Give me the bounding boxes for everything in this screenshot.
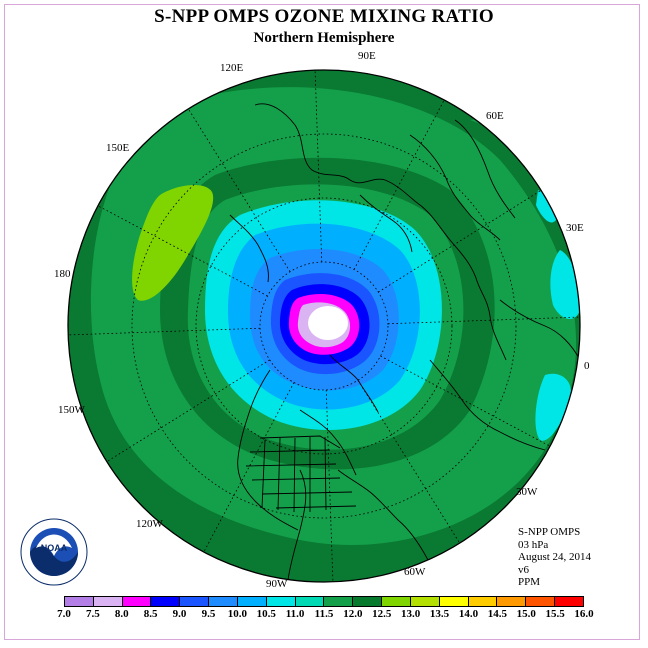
colorbar-swatch: [382, 597, 411, 606]
colorbar-swatch: [324, 597, 354, 606]
colorbar-swatch: [93, 597, 123, 606]
colorbar-tick-label: 8.5: [143, 608, 158, 620]
noaa-logo: NOAA: [20, 518, 88, 586]
info-date: August 24, 2014: [518, 551, 592, 563]
meridian-line: [188, 108, 291, 272]
map-subtitle: Northern Hemisphere: [253, 30, 395, 46]
colorbar-tick-label: 7.5: [86, 608, 100, 620]
field-teal-east-3: [535, 373, 571, 441]
map-title: S-NPP OMPS OZONE MIXING RATIO: [154, 6, 494, 27]
lon-label-120w: 120W: [136, 518, 163, 530]
colorbar-swatch: [65, 597, 94, 606]
lon-label-90w: 90W: [266, 578, 288, 590]
meridian-line: [353, 99, 445, 270]
colorbar-tick-label: 8.0: [114, 608, 129, 620]
meridian-line: [325, 389, 334, 582]
colorbar-labels: 7.0 7.5 8.0 8.5 9.0 9.5 10.0 10.5 11.0 11.5 12.0 12…: [57, 608, 594, 622]
colorbar-tick-label: 10.5: [256, 608, 276, 620]
colorbar-tick-label: 14.5: [487, 608, 507, 620]
colorbar-swatch: [497, 597, 527, 606]
colorbar-swatch: [555, 597, 583, 606]
colorbar-tick-label: 11.0: [285, 608, 305, 620]
lon-label-30w: 30W: [516, 486, 538, 498]
noaa-logo-text: NOAA: [41, 543, 68, 553]
colorbar-tick-label: 13.5: [429, 608, 450, 620]
colorbar-swatch: [180, 597, 210, 606]
meridian-line: [357, 380, 460, 544]
lon-label-60w: 60W: [404, 566, 426, 578]
info-level: 03 hPa: [518, 538, 549, 551]
colorbar-swatch: [439, 597, 469, 606]
colorbar-swatch: [295, 597, 325, 606]
lon-label-150w: 150W: [58, 404, 85, 416]
lon-label-0: 0: [584, 360, 590, 372]
field-teal-east-1: [536, 190, 557, 223]
colorbar-swatch: [209, 597, 238, 606]
colorbar-tick-label: 15.5: [545, 608, 565, 620]
info-units: PPM: [518, 576, 541, 588]
meridian-line: [387, 316, 580, 325]
colorbar-tick-label: 12.0: [343, 608, 363, 620]
colorbar-swatch: [122, 597, 152, 606]
latitude-circle-30n: [131, 133, 517, 519]
colorbar-swatch: [526, 597, 556, 606]
meridian-line: [106, 359, 270, 462]
coastline-outlines: [229, 103, 580, 581]
info-instrument: S-NPP OMPS: [518, 526, 581, 538]
colorbar-swatch: [151, 597, 181, 606]
field-lime-patch: [132, 184, 214, 301]
lon-label-60e: 60E: [486, 110, 504, 122]
colorbar-swatch: [237, 597, 267, 606]
latitude-circle-50n: [195, 197, 453, 455]
meridian-line: [97, 205, 268, 297]
graticule-lines: [68, 70, 580, 582]
meridian-line: [68, 327, 261, 336]
map-boundary-circle: [67, 69, 581, 583]
lon-label-180: 180: [54, 268, 71, 280]
lon-label-90e: 90E: [358, 50, 376, 62]
colorbar-swatch: [410, 597, 440, 606]
lon-label-120e: 120E: [220, 62, 244, 74]
colorbar-tick-label: 11.5: [314, 608, 334, 620]
meridian-line: [380, 355, 551, 447]
lon-label-30e: 30E: [566, 222, 584, 234]
colorbar-tick-label: 9.5: [201, 608, 216, 620]
meridian-line: [203, 382, 295, 553]
colorbar-tick-label: 15.0: [516, 608, 536, 620]
latitude-circle-70n: [259, 261, 389, 391]
colorbar-swatch: [468, 597, 498, 606]
figure-border: [4, 4, 640, 640]
colorbar-tick-label: 16.0: [574, 608, 594, 620]
meridian-line: [378, 190, 542, 293]
meridian-line: [314, 70, 323, 263]
colorbar-swatch: [353, 597, 383, 606]
colorbar-swatch: [266, 597, 296, 606]
colorbar-tick-label: 7.0: [57, 608, 71, 620]
colorbar-tick-label: 13.0: [401, 608, 421, 620]
info-version: v6: [518, 563, 529, 576]
info-block: S-NPP OMPS 03 hPa August 24, 2014 v6 PPM: [518, 526, 591, 589]
colorbar: [64, 596, 584, 607]
ozone-field: [68, 70, 580, 582]
colorbar-tick-label: 12.5: [372, 608, 392, 620]
colorbar-tick-label: 10.0: [227, 608, 247, 620]
colorbar-tick-label: 14.0: [458, 608, 479, 620]
polar-white-region: [308, 306, 348, 340]
lon-label-150e: 150E: [106, 142, 130, 154]
colorbar-tick-label: 9.0: [172, 608, 187, 620]
